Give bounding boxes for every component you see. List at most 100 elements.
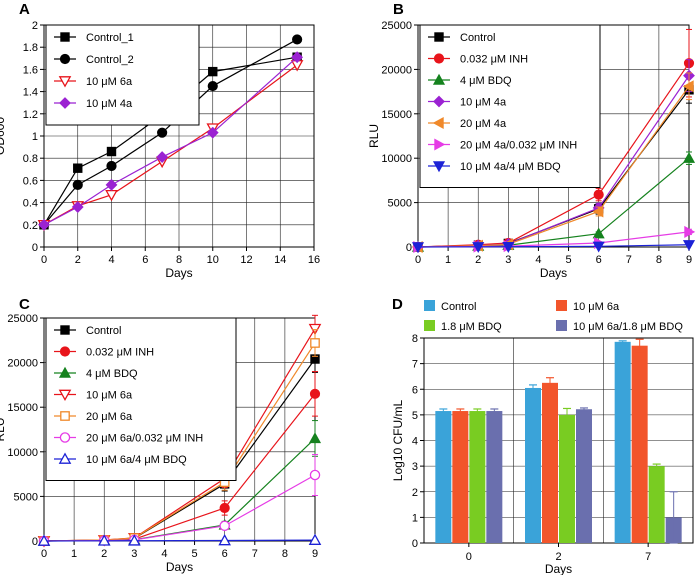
legend-entry: 20 μM 6a: [54, 411, 133, 423]
x-tick-label: 8: [282, 548, 288, 560]
bar: [631, 345, 648, 543]
series-3: [38, 51, 304, 231]
legend-label: 10 μM 6a/1.8 μM BDQ: [573, 321, 683, 333]
x-tick-label: 4: [108, 254, 114, 266]
y-tick-label: 6: [412, 384, 418, 396]
legend-entry: 0.032 μM INH: [54, 346, 154, 359]
x-tick-label: 12: [240, 254, 252, 266]
legend-label: 1.8 μM BDQ: [441, 321, 502, 333]
bar: [614, 341, 631, 543]
legend-entry: Control: [424, 300, 476, 313]
series-2: [469, 407, 665, 543]
y-tick-label: 2: [412, 487, 418, 499]
legend-label: Control: [86, 325, 121, 337]
legend-label: 4 μM BDQ: [460, 75, 512, 87]
y-tick-label: 0: [32, 242, 38, 254]
panel-b: B 0 5000 10000 15000 20000 25000 0 1 2 3 4 5 6 7 8 9 Days…: [367, 1, 696, 280]
legend-label: Control_1: [86, 32, 134, 44]
y-tick-label: 5: [412, 410, 418, 422]
x-tick-label: 4: [161, 548, 167, 560]
data-point: [308, 432, 322, 444]
legend-label: 4 μM BDQ: [86, 368, 138, 380]
x-tick-label: 0: [41, 548, 47, 560]
legend-marker: [60, 411, 70, 421]
y-axis-label: RLU: [367, 124, 381, 148]
y-tick-label: 8: [412, 333, 418, 345]
x-tick-label: 6: [142, 254, 148, 266]
legend-entry: 20 μM 4a/0.032 μM INH: [428, 138, 577, 152]
legend-label: 20 μM 4a/0.032 μM INH: [460, 140, 577, 152]
legend-label: 10 μM 4a: [460, 97, 507, 109]
y-tick-label: 25000: [7, 313, 38, 325]
legend-marker: [433, 95, 445, 108]
data-point: [308, 533, 322, 545]
legend-label: 20 μM 6a/0.032 μM INH: [86, 433, 203, 445]
legend-marker: [58, 76, 72, 88]
data-point: [592, 205, 604, 218]
x-axis-label: Days: [166, 560, 193, 574]
y-tick-label: 20000: [381, 64, 412, 76]
legend-entry: Control_1: [54, 32, 134, 44]
legend-entry: 4 μM BDQ: [54, 366, 138, 380]
legend-label: 20 μM 6a: [86, 411, 133, 423]
legend-label: 10 μM 4a: [86, 98, 133, 110]
x-tick-label: 5: [191, 548, 197, 560]
panel-letter: A: [19, 1, 30, 18]
data-point: [208, 66, 218, 77]
legend-entry: Control: [428, 32, 495, 44]
x-tick-label: 3: [131, 548, 137, 560]
legend-marker: [58, 452, 72, 464]
data-point: [684, 225, 696, 238]
data-point: [682, 80, 694, 93]
legend-marker: [60, 325, 70, 335]
x-tick-label: 9: [312, 548, 318, 560]
y-tick-label: 1.6: [23, 64, 38, 76]
bar: [559, 414, 575, 543]
y-tick-label: 10000: [7, 447, 38, 459]
series-line: [43, 56, 298, 226]
series-0: [435, 340, 631, 543]
series-6: [411, 240, 696, 254]
data-point: [106, 160, 117, 172]
legend-marker: [58, 389, 72, 402]
legend-entry: Control_2: [54, 53, 134, 66]
y-tick-label: 1: [32, 131, 38, 143]
x-axis-label: Days: [165, 266, 192, 280]
bar: [469, 411, 486, 543]
x-tick-label: 8: [656, 254, 662, 266]
y-tick-label: 7: [412, 359, 418, 371]
data-point: [219, 502, 230, 514]
y-tick-label: 1.4: [23, 87, 38, 99]
series-line: [43, 38, 298, 226]
legend-entry: 10 μM 6a: [556, 300, 620, 313]
legend-label: 0.032 μM INH: [86, 347, 154, 359]
x-tick-label: 3: [505, 254, 511, 266]
bar: [648, 466, 665, 543]
x-tick-label: 16: [308, 254, 320, 266]
data-point: [106, 146, 117, 157]
legend-entry: 10 μM 4a/4 μM BDQ: [428, 161, 561, 173]
y-tick-label: 0: [32, 536, 38, 548]
y-tick-label: 0.8: [23, 153, 38, 165]
legend-entry: 10 μM 4a: [428, 95, 507, 109]
y-axis-label: OD600: [0, 117, 7, 155]
y-tick-label: 15000: [381, 109, 412, 121]
y-tick-label: 0.2: [23, 220, 38, 232]
legend-marker: [59, 432, 71, 443]
data-point: [105, 178, 118, 191]
x-tick-label: 7: [252, 548, 258, 560]
data-point: [502, 242, 515, 253]
legend-entry: 10 μM 6a: [54, 390, 133, 402]
legend-label: 10 μM 6a: [86, 76, 133, 88]
x-tick-label: 2: [475, 254, 481, 266]
series-6: [37, 533, 322, 546]
x-tick-label: 2: [75, 254, 81, 266]
legend-swatch: [424, 320, 435, 331]
y-tick-label: 0.6: [23, 175, 38, 187]
data-point: [593, 189, 604, 200]
data-point: [156, 151, 169, 163]
legend-entry: 0.032 μM INH: [428, 53, 528, 66]
legend-marker: [59, 97, 71, 109]
legend-marker: [434, 138, 446, 151]
